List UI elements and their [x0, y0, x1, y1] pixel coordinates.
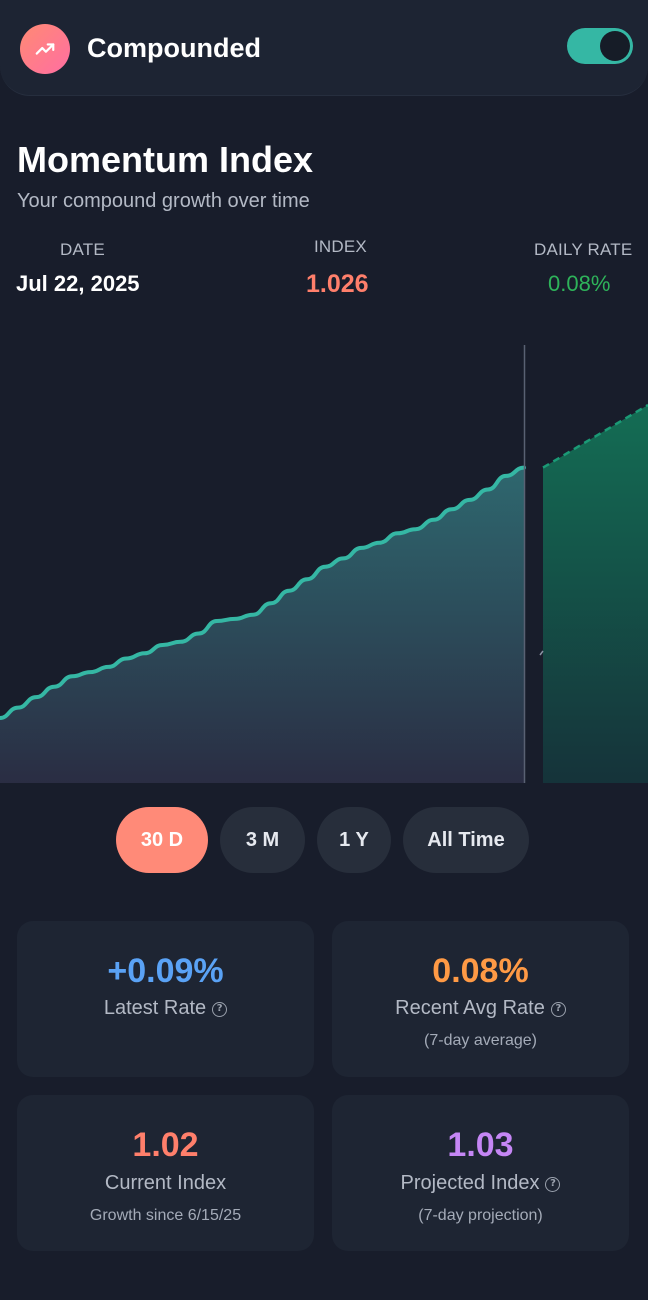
- recent-avg-card: 0.08% Recent Avg Rate? (7-day average): [332, 921, 629, 1077]
- help-icon[interactable]: ?: [550, 1002, 566, 1017]
- current-index-card: 1.02 Current Index Growth since 6/15/25: [17, 1095, 314, 1251]
- page-subtitle: Your compound growth over time: [17, 190, 310, 212]
- cursor-tick: [539, 650, 544, 656]
- projected-index-label-row: Projected Index?: [332, 1172, 629, 1195]
- current-index-label: Current Index: [104, 1172, 227, 1194]
- latest-rate-label: Latest Rate: [103, 997, 207, 1019]
- projected-index-value: 1.03: [447, 1126, 514, 1164]
- latest-rate-value: +0.09%: [107, 952, 224, 990]
- top-bar: Compounded: [0, 0, 648, 96]
- history-area: [0, 467, 524, 783]
- daily-rate-label: DAILY RATE: [534, 240, 633, 259]
- projected-index-note: (7-day projection): [418, 1207, 543, 1224]
- projection-area: [543, 405, 648, 783]
- range-1y-button[interactable]: 1 Y: [317, 807, 391, 873]
- index-value: 1.026: [306, 270, 369, 298]
- app-title: Compounded: [87, 33, 261, 63]
- trending-up-icon: [20, 24, 70, 74]
- projected-index-card: 1.03 Projected Index? (7-day projection): [332, 1095, 629, 1251]
- recent-avg-value: 0.08%: [432, 952, 529, 990]
- recent-avg-label: Recent Avg Rate: [395, 997, 545, 1019]
- latest-rate-label-row: Latest Rate?: [17, 997, 314, 1020]
- index-label: INDEX: [314, 237, 367, 256]
- help-icon[interactable]: ?: [545, 1177, 561, 1192]
- daily-rate-value: 0.08%: [548, 271, 611, 296]
- recent-avg-label-row: Recent Avg Rate?: [332, 997, 629, 1020]
- range-all-time-button[interactable]: All Time: [403, 807, 529, 873]
- range-3m-button[interactable]: 3 M: [220, 807, 305, 873]
- compound-toggle[interactable]: [567, 28, 633, 64]
- history-line: [0, 465, 526, 720]
- projected-index-label: Projected Index: [400, 1172, 540, 1194]
- projection-line: [542, 403, 648, 469]
- help-icon[interactable]: ?: [212, 1002, 228, 1017]
- current-index-note: Growth since 6/15/25: [89, 1207, 242, 1224]
- latest-rate-card: +0.09% Latest Rate?: [17, 921, 314, 1077]
- date-label: DATE: [60, 240, 105, 259]
- momentum-chart[interactable]: [0, 320, 648, 783]
- date-value: Jul 22, 2025: [16, 271, 140, 296]
- toggle-knob: [600, 31, 630, 61]
- page-title: Momentum Index: [17, 139, 314, 180]
- current-index-value: 1.02: [132, 1126, 199, 1164]
- recent-avg-note: (7-day average): [424, 1032, 537, 1049]
- range-30d-button[interactable]: 30 D: [116, 807, 208, 873]
